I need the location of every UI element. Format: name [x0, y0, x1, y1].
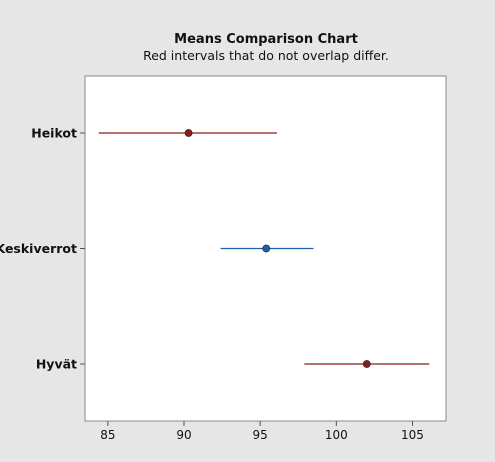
- x-tick-label: 85: [100, 428, 115, 442]
- category-label: Hyvät: [36, 357, 77, 372]
- mean-point: [262, 244, 271, 253]
- x-tick-label: 105: [401, 428, 424, 442]
- mean-point: [184, 129, 193, 137]
- chart-subtitle: Red intervals that do not overlap differ…: [143, 48, 389, 63]
- category-label: Heikot: [31, 126, 77, 141]
- x-tick-label: 90: [176, 428, 191, 442]
- mean-point: [362, 360, 371, 368]
- category-label: Keskiverrot: [0, 241, 77, 256]
- x-tick-label: 95: [253, 428, 268, 442]
- chart-title: Means Comparison Chart: [174, 32, 358, 47]
- x-tick-label: 100: [325, 428, 348, 442]
